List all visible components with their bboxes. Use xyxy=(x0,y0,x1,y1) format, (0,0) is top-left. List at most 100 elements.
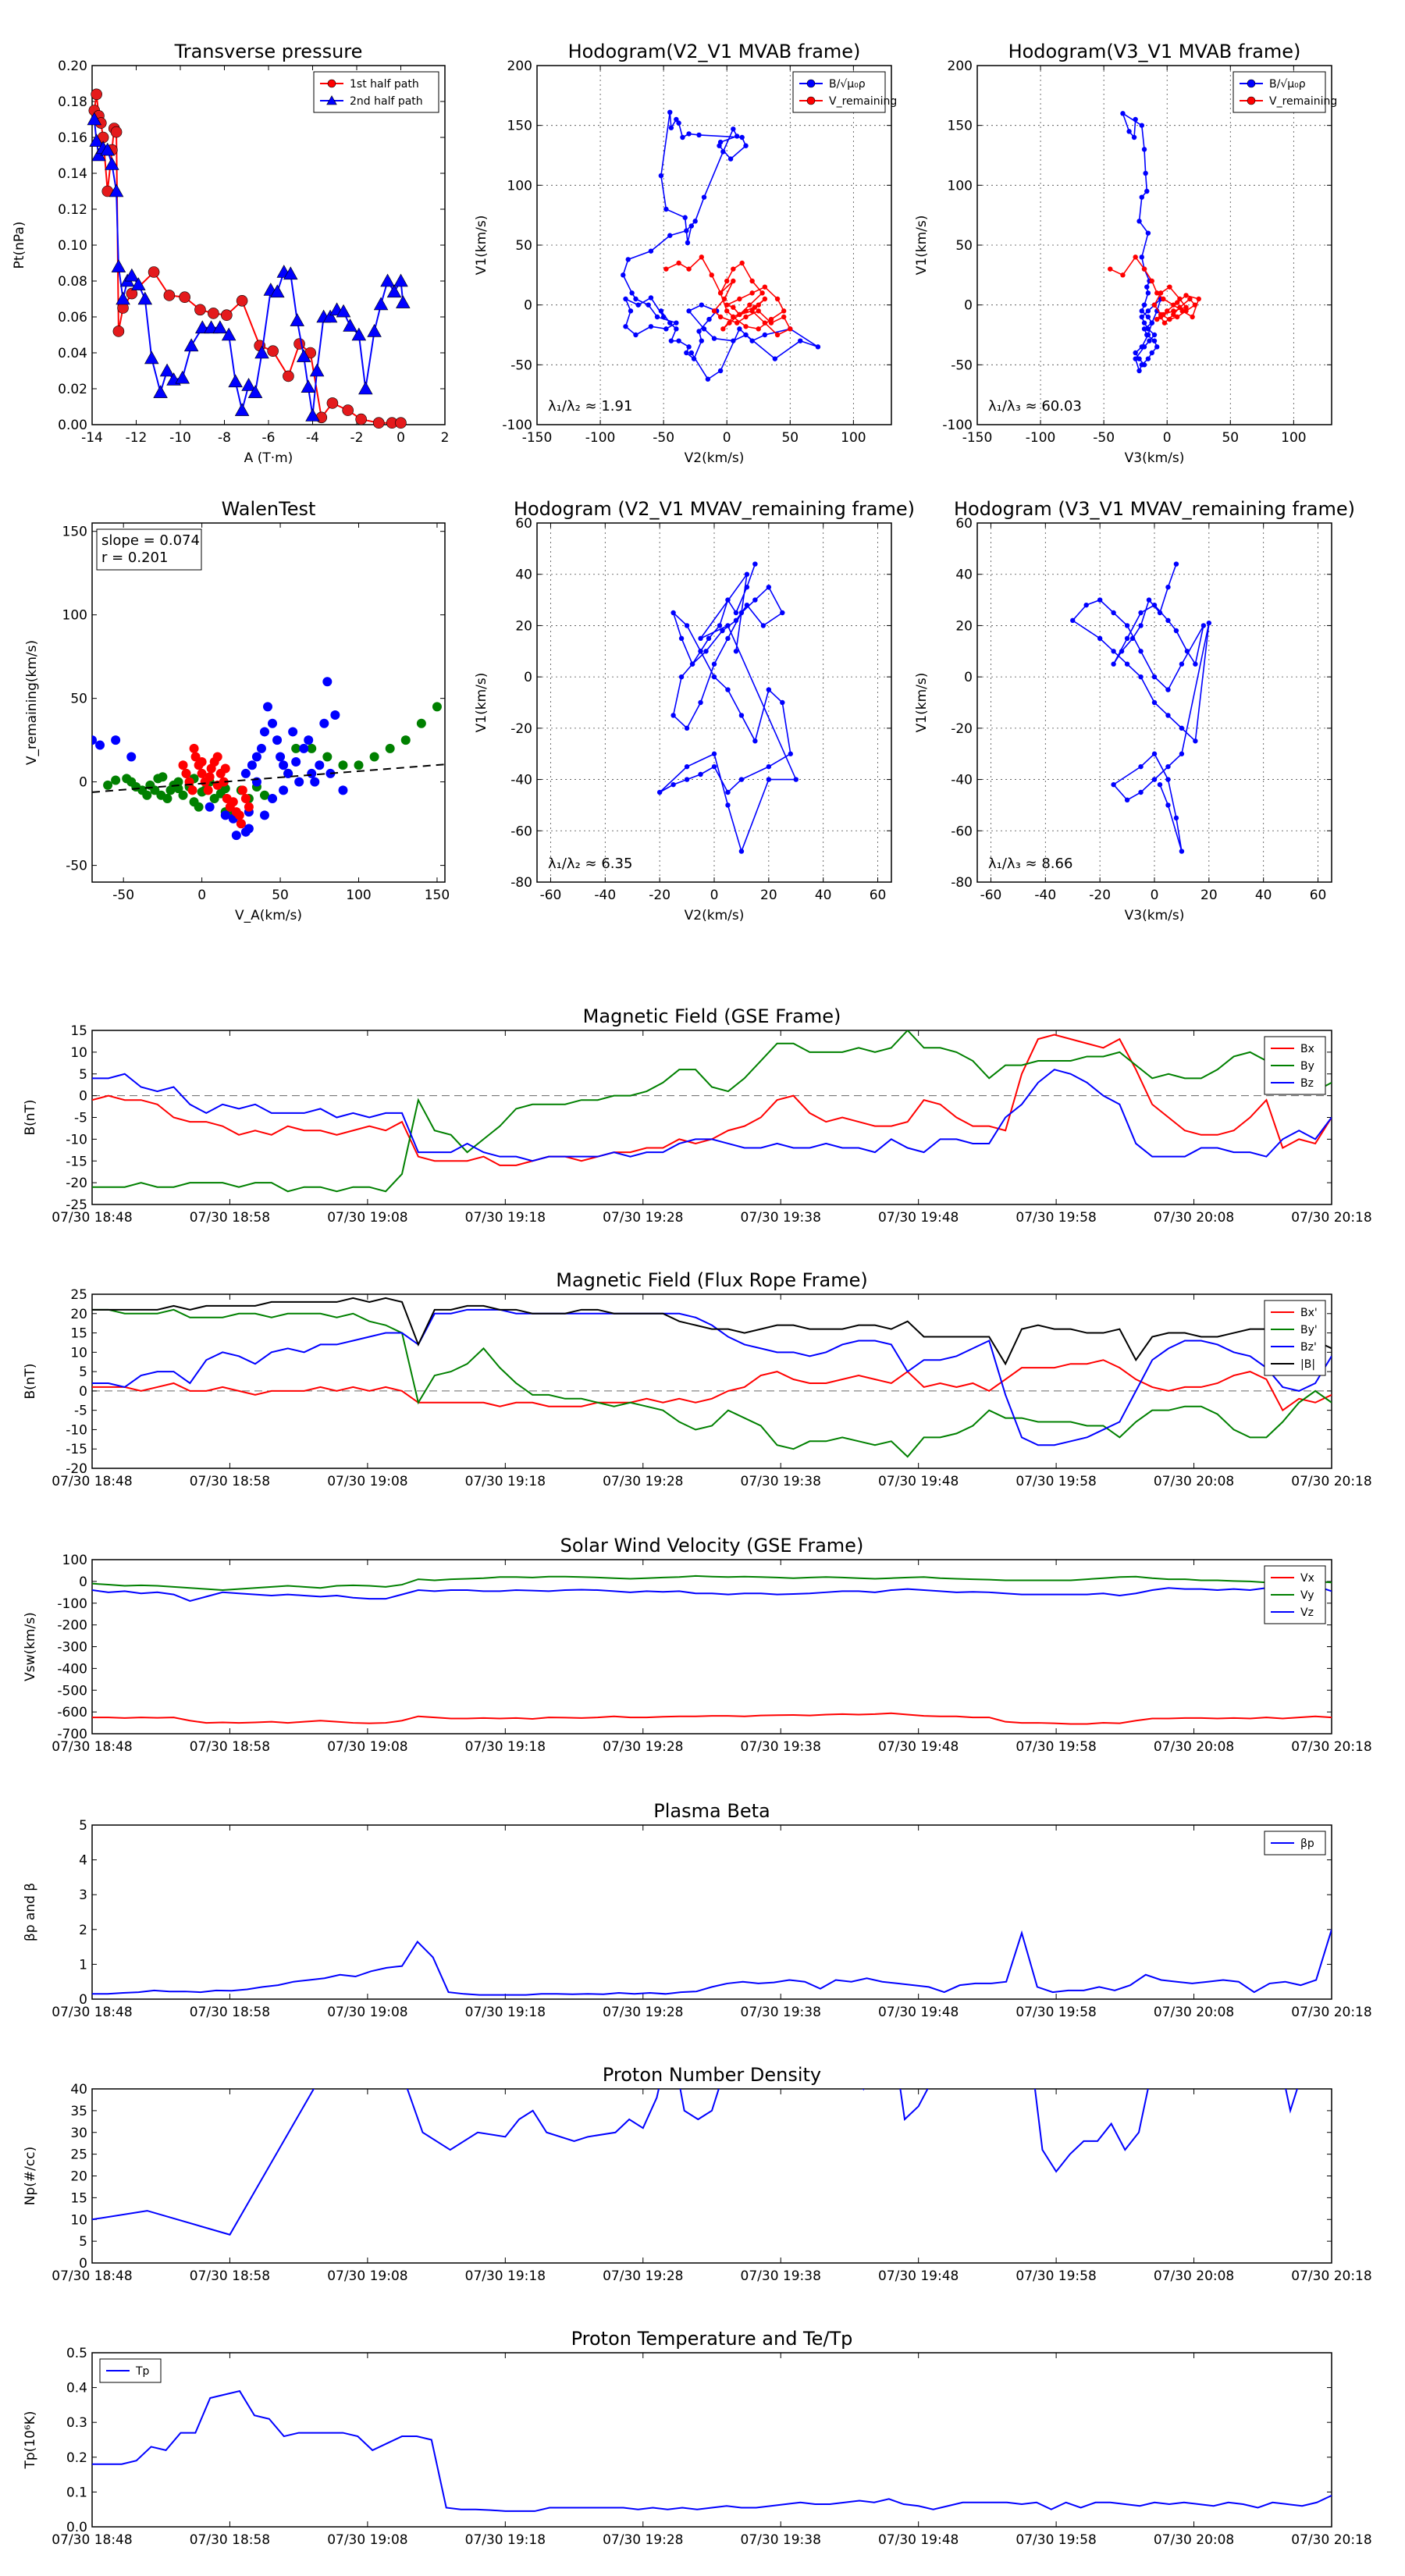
x-tick-label: 40 xyxy=(1255,888,1272,903)
data-point xyxy=(244,824,254,834)
chart-beta: 0 1 2 3 4 5 07/30 18:48 07/30 18:58 07/30 19:08 0… xyxy=(23,1800,1372,2020)
data-point xyxy=(734,320,740,326)
data-point xyxy=(1139,194,1144,200)
data-point xyxy=(1097,597,1103,603)
plot-area xyxy=(92,1297,1332,1458)
data-point xyxy=(733,617,739,624)
chart-hodo4: -60 -40 -20 0 20 40 60-80-60-40-200204060Hodog… xyxy=(914,498,1355,923)
x-tick-label: 07/30 20:08 xyxy=(1154,2005,1234,2020)
data-point xyxy=(1161,320,1168,326)
scatter-green xyxy=(103,702,442,820)
x-tick-label: 07/30 20:08 xyxy=(1154,1210,1234,1226)
x-tick-label: 07/30 20:08 xyxy=(1154,1474,1234,1489)
data-point xyxy=(1247,96,1256,105)
data-point xyxy=(1138,674,1144,680)
data-point xyxy=(126,287,138,300)
data-point xyxy=(190,752,201,762)
y-tick-label: -700 xyxy=(57,1727,87,1742)
chart-tp: -14 -12 -10 -8 -6 -4 -2 0 2 0.00 0.02 0.04 0.06 0.08 0… xyxy=(12,41,449,466)
data-point xyxy=(1141,320,1147,326)
y-tick-label: 15 xyxy=(70,1023,87,1039)
y-tick-label: 15 xyxy=(70,1326,87,1342)
data-point xyxy=(1111,781,1116,788)
data-point xyxy=(367,324,382,337)
data-point xyxy=(725,597,731,603)
data-point xyxy=(739,260,745,266)
data-point xyxy=(699,302,704,308)
y-axis-label: V1(km/s) xyxy=(474,215,489,276)
y-tick-label: 100 xyxy=(507,178,532,194)
y-tick-label: 100 xyxy=(62,608,87,624)
data-point xyxy=(327,79,336,88)
y-tick-label: 30 xyxy=(70,2126,87,2141)
data-point xyxy=(720,628,725,634)
data-point xyxy=(240,768,251,778)
y-tick-label: -600 xyxy=(57,1705,87,1720)
data-point xyxy=(1139,254,1144,260)
data-point xyxy=(788,751,793,756)
x-tick-label: -150 xyxy=(522,430,553,446)
data-point xyxy=(326,397,339,409)
data-point xyxy=(688,223,695,229)
data-point xyxy=(733,649,739,654)
y-tick-label: -10 xyxy=(66,1132,87,1147)
x-tick-label: 07/30 19:48 xyxy=(878,1210,959,1226)
x-tick-label: 07/30 19:28 xyxy=(603,2005,683,2020)
data-point xyxy=(680,134,685,141)
y-tick-label: 1 xyxy=(79,1957,87,1973)
data-point xyxy=(1108,266,1113,272)
data-point xyxy=(725,623,731,628)
data-point xyxy=(315,760,325,770)
data-point xyxy=(247,385,263,398)
y-tick-label: 10 xyxy=(70,1345,87,1361)
data-point xyxy=(1154,344,1160,350)
eigenvalue-ratio: λ₁/λ₃ ≈ 8.66 xyxy=(988,856,1072,872)
data-point xyxy=(1111,649,1116,654)
data-point xyxy=(291,756,301,767)
data-point xyxy=(1151,674,1158,680)
legend-label: By xyxy=(1300,1060,1314,1073)
data-point xyxy=(241,378,256,391)
data-point xyxy=(1165,617,1171,624)
data-point xyxy=(194,802,204,812)
y-axis-label: Np(#/cc) xyxy=(23,2147,38,2205)
data-point xyxy=(737,296,742,302)
data-point xyxy=(670,713,676,718)
x-tick-label: 07/30 20:18 xyxy=(1291,1739,1371,1755)
data-point xyxy=(244,802,254,812)
data-point xyxy=(259,810,269,820)
data-point xyxy=(743,143,749,148)
chart-hodo3: -60 -40 -20 0 20 40 60-80-60-40-200204060Hodog… xyxy=(474,498,915,923)
x-tick-label: 100 xyxy=(841,430,866,446)
data-point xyxy=(717,623,723,628)
x-tick-label: 40 xyxy=(815,888,832,903)
data-point xyxy=(220,810,230,820)
data-point xyxy=(234,403,250,416)
data-point xyxy=(1138,623,1144,628)
data-point xyxy=(686,131,692,137)
data-point xyxy=(1083,602,1089,608)
fit-line xyxy=(92,763,445,793)
data-point xyxy=(706,316,712,322)
y-tick-label: -400 xyxy=(57,1661,87,1677)
data-point xyxy=(684,777,690,782)
data-point xyxy=(293,338,305,350)
data-point xyxy=(674,116,679,123)
data-point xyxy=(711,763,717,770)
y-axis-label: B(nT) xyxy=(23,1363,38,1399)
y-tick-label: 0.2 xyxy=(66,2450,87,2466)
x-tick-label: 07/30 19:48 xyxy=(878,2268,959,2284)
y-tick-label: -20 xyxy=(951,721,973,737)
data-point xyxy=(711,661,717,667)
y-tick-label: 60 xyxy=(515,516,532,532)
data-point xyxy=(221,309,233,322)
legend-box xyxy=(792,71,886,113)
chart-title: Proton Temperature and Te/Tp xyxy=(571,2328,853,2350)
legend: Bx' By' Bz' |B| xyxy=(1264,1300,1326,1376)
data-point xyxy=(1154,316,1160,322)
data-point xyxy=(725,789,731,795)
chart-np: 0 5 10 15 20 25 30 35 40 07/30 18:48 07/30 18:58 07… xyxy=(23,2064,1372,2284)
data-point xyxy=(1141,362,1147,368)
data-point xyxy=(721,296,727,302)
data-point xyxy=(1151,302,1158,308)
